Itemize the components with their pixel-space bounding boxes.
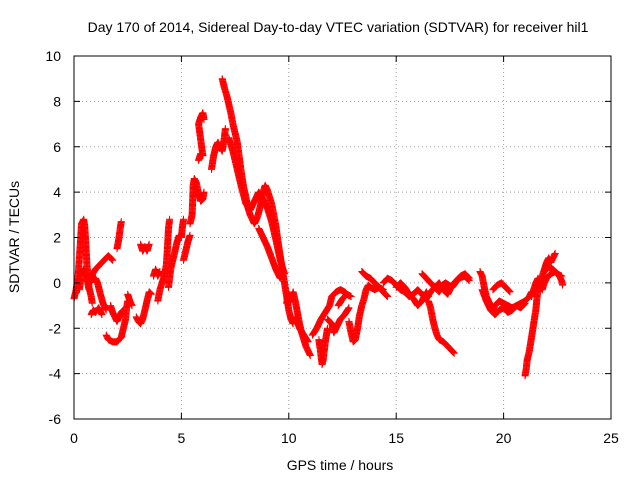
data-point — [128, 302, 136, 310]
y-tick-label: -2 — [49, 320, 62, 336]
data-point — [276, 274, 284, 282]
x-tick-label: 5 — [178, 430, 186, 446]
axes: 0 5 10 15 20 25 -6 -4 -2 0 2 4 6 8 10 — [45, 48, 619, 446]
data-point — [88, 299, 96, 307]
data-point — [186, 231, 194, 239]
data-point — [117, 218, 125, 226]
x-axis-label: GPS time / hours — [287, 457, 394, 473]
x-tick-label: 25 — [603, 430, 619, 446]
y-tick-label: 8 — [53, 93, 61, 109]
y-tick-label: 0 — [53, 275, 61, 291]
data-point — [450, 349, 458, 357]
y-tick-label: -4 — [49, 366, 62, 382]
data-point — [306, 352, 314, 359]
data-point — [281, 270, 288, 278]
data-point — [345, 304, 353, 312]
data-point — [145, 240, 153, 248]
x-tick-label: 0 — [70, 430, 78, 446]
y-tick-label: 10 — [45, 48, 61, 64]
data-point — [521, 299, 529, 307]
data-point — [506, 288, 514, 296]
data-point — [304, 338, 312, 346]
y-tick-label: -6 — [49, 411, 62, 427]
data-point — [147, 290, 155, 298]
data-point — [200, 188, 208, 196]
data-point — [558, 272, 566, 280]
data-point — [384, 293, 392, 300]
y-tick-label: 2 — [53, 230, 61, 246]
data-point — [347, 293, 355, 300]
x-tick-label: 10 — [281, 430, 297, 446]
chart-title: Day 170 of 2014, Sidereal Day-to-day VTE… — [88, 19, 589, 35]
y-axis-label: SDTVAR / TECUs — [6, 181, 22, 293]
data-point — [98, 311, 106, 319]
data-point — [221, 125, 229, 133]
data-point — [465, 277, 473, 285]
data-point — [180, 215, 187, 223]
data-point — [551, 249, 559, 257]
data-points — [70, 75, 567, 380]
x-tick-label: 15 — [388, 430, 404, 446]
grid — [74, 56, 611, 419]
y-tick-label: 4 — [53, 184, 61, 200]
x-tick-label: 20 — [496, 430, 512, 446]
data-point — [200, 116, 208, 123]
data-point — [109, 256, 117, 264]
data-point — [119, 306, 127, 314]
data-point — [85, 286, 93, 294]
data-point — [166, 215, 174, 223]
y-tick-label: 6 — [53, 139, 61, 155]
data-point — [559, 281, 567, 289]
